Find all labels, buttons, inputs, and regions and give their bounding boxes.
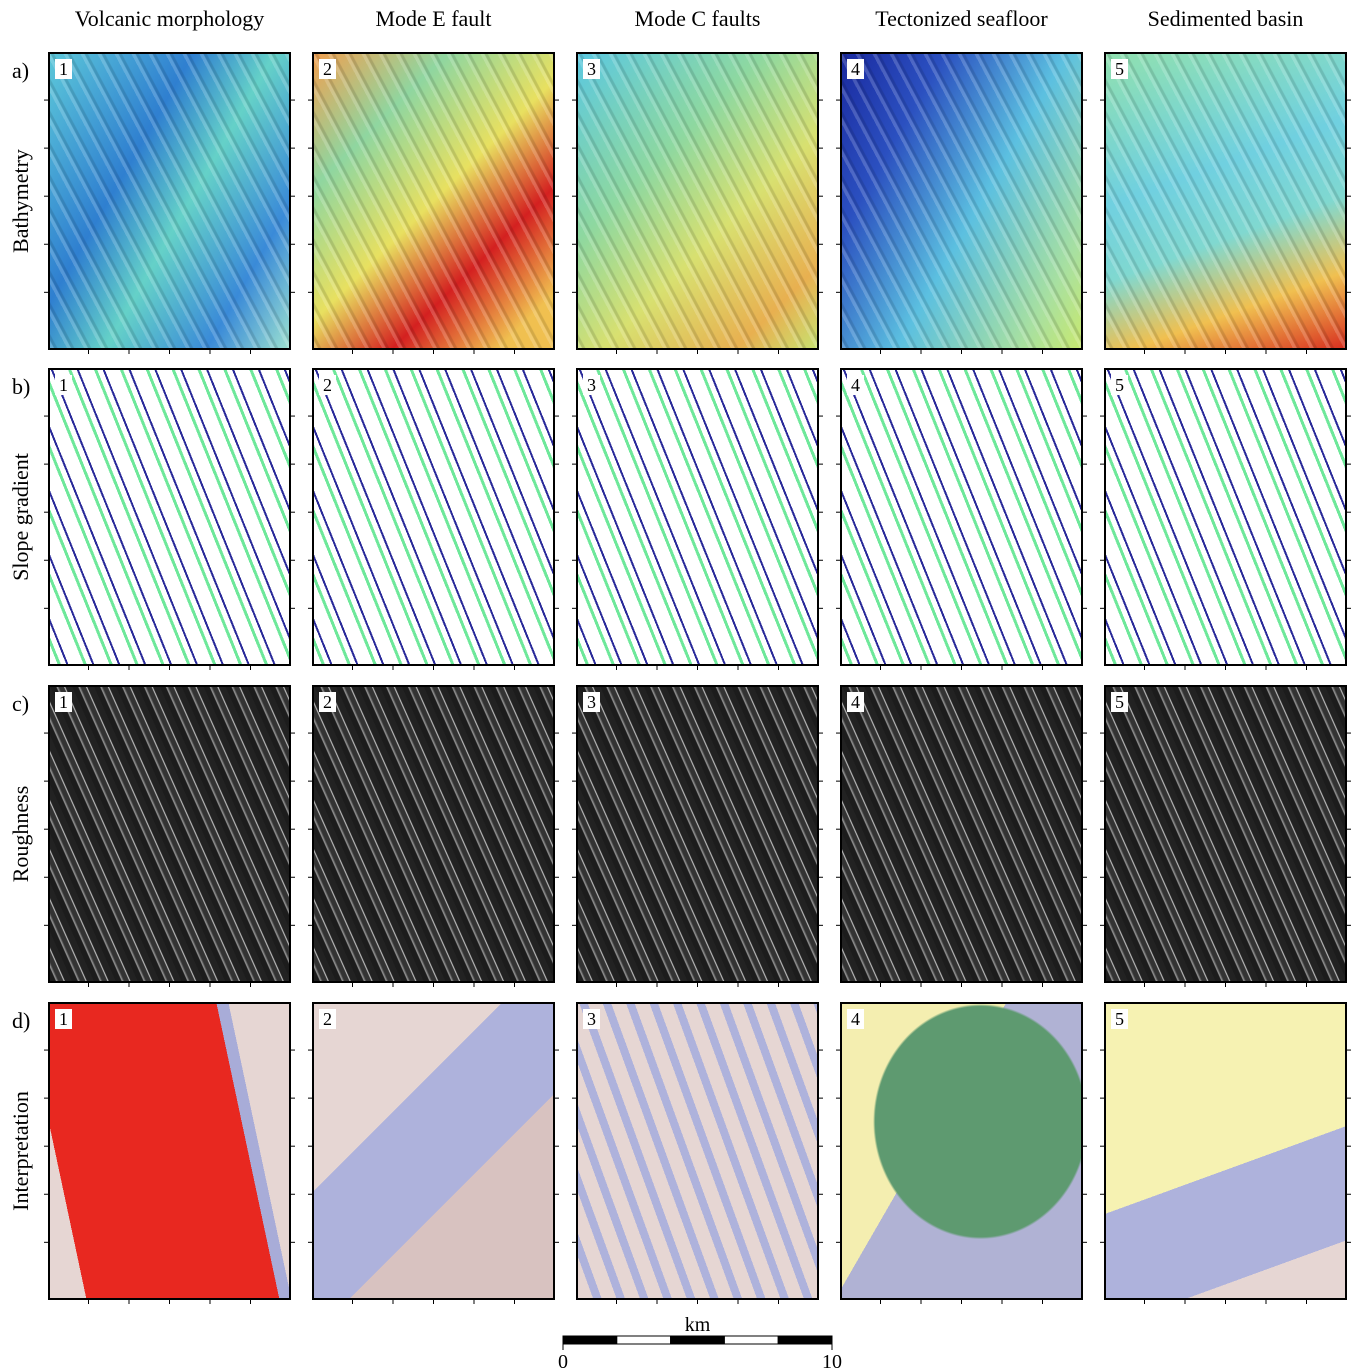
map-panel: 1	[48, 52, 291, 350]
map-panel: 4	[840, 1002, 1083, 1300]
panel-number: 4	[847, 59, 864, 79]
map-panel: 2	[312, 368, 555, 666]
row-label: Roughness	[8, 785, 33, 883]
row-letter: a)	[12, 58, 30, 83]
map-panel: 4	[840, 52, 1083, 350]
row-letter: d)	[12, 1008, 31, 1033]
panel-number: 1	[55, 692, 72, 712]
panel-number: 1	[55, 1009, 72, 1029]
panel-number: 4	[847, 692, 864, 712]
map-panel: 3	[576, 685, 819, 983]
row-label: Slope gradient	[8, 453, 33, 581]
map-panel: 5	[1104, 1002, 1347, 1300]
map-panel: 1	[48, 1002, 291, 1300]
panel-number: 3	[583, 1009, 600, 1029]
panel-number: 5	[1111, 375, 1128, 395]
map-panel: 2	[312, 1002, 555, 1300]
panel-number: 3	[583, 375, 600, 395]
map-panel: 1	[48, 685, 291, 983]
scale-segment	[562, 1335, 618, 1345]
scale-tick-label: 0	[558, 1351, 568, 1371]
panel-number: 2	[319, 692, 336, 712]
map-panel: 5	[1104, 368, 1347, 666]
map-panel: 3	[576, 1002, 819, 1300]
row-letter: c)	[12, 691, 30, 716]
panel-number: 5	[1111, 59, 1128, 79]
map-panel: 1	[48, 368, 291, 666]
panel-number: 4	[847, 375, 864, 395]
panel-number: 5	[1111, 692, 1128, 712]
panel-number: 2	[319, 375, 336, 395]
row-label: Bathymetry	[8, 149, 33, 253]
map-panel: 2	[312, 52, 555, 350]
map-panel: 4	[840, 685, 1083, 983]
panel-number: 1	[55, 375, 72, 395]
scale-tick-label: 10	[822, 1351, 842, 1371]
column-title: Volcanic morphology	[74, 6, 265, 31]
map-panel: 4	[840, 368, 1083, 666]
panel-number: 2	[319, 1009, 336, 1029]
map-panel: 3	[576, 368, 819, 666]
map-panel: 3	[576, 52, 819, 350]
map-panel: 2	[312, 685, 555, 983]
scale-unit: km	[685, 1314, 711, 1336]
column-title: Tectonized seafloor	[875, 6, 1048, 31]
column-title: Sedimented basin	[1147, 6, 1304, 31]
scale-segment	[777, 1335, 833, 1345]
panel-number: 3	[583, 692, 600, 712]
map-panel: 5	[1104, 685, 1347, 983]
panel-number: 3	[583, 59, 600, 79]
scale-segment	[616, 1335, 672, 1345]
column-title: Mode C faults	[634, 6, 761, 31]
panel-number: 5	[1111, 1009, 1128, 1029]
panel-number: 2	[319, 59, 336, 79]
map-panel: 5	[1104, 52, 1347, 350]
panel-number: 4	[847, 1009, 864, 1029]
scale-segment	[723, 1335, 779, 1345]
column-title: Mode E fault	[375, 6, 492, 31]
panel-number: 1	[55, 59, 72, 79]
row-letter: b)	[12, 374, 31, 399]
scale-segment	[670, 1335, 725, 1345]
row-label: Interpretation	[8, 1091, 33, 1211]
